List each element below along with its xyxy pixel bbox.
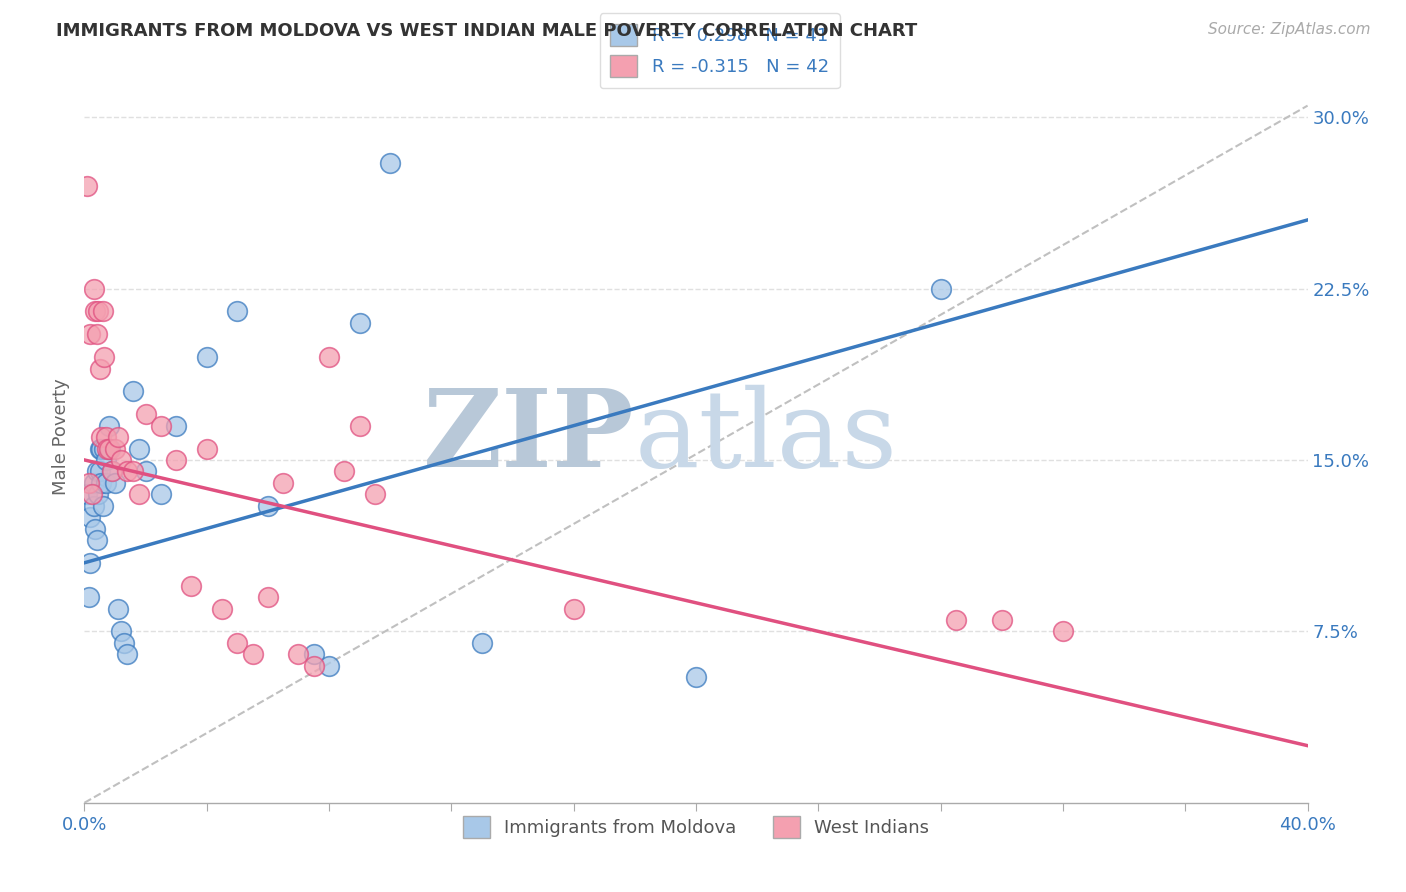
Point (94, 430, 117, 444)
Text: Source: ZipAtlas.com: Source: ZipAtlas.com (1208, 22, 1371, 37)
Point (79, 556, 101, 570)
Point (110, 624, 132, 639)
Point (135, 464, 157, 478)
Point (90, 430, 112, 444)
Point (86, 327, 108, 342)
Point (128, 442, 150, 456)
Point (77, 475, 100, 490)
Point (93, 350, 115, 364)
Point (122, 384, 145, 399)
Point (76, 178, 98, 193)
Point (94, 453, 117, 467)
Point (226, 304, 249, 318)
Point (89, 361, 111, 376)
Point (84, 521, 107, 535)
Point (104, 475, 127, 490)
Point (195, 350, 218, 364)
Point (135, 407, 157, 421)
Point (94, 475, 117, 490)
Point (110, 453, 132, 467)
Point (98, 442, 121, 456)
Point (271, 475, 294, 490)
Point (226, 636, 249, 650)
Point (333, 464, 356, 478)
Point (364, 487, 387, 501)
Point (101, 464, 124, 478)
Point (107, 430, 129, 444)
Point (257, 590, 280, 604)
Text: IMMIGRANTS FROM MOLDOVA VS WEST INDIAN MALE POVERTY CORRELATION CHART: IMMIGRANTS FROM MOLDOVA VS WEST INDIAN M… (56, 22, 918, 40)
Point (122, 464, 145, 478)
Point (945, 613, 967, 627)
Point (77, 590, 100, 604)
Point (90, 475, 112, 490)
Point (287, 647, 309, 661)
Point (90, 442, 112, 456)
Point (97, 418, 120, 433)
Point (195, 442, 218, 456)
Legend: Immigrants from Moldova, West Indians: Immigrants from Moldova, West Indians (456, 808, 936, 845)
Point (83, 281, 105, 295)
Point (93, 442, 115, 456)
Point (349, 418, 371, 433)
Point (1052, 624, 1074, 639)
Point (380, 156, 402, 170)
Point (165, 453, 187, 467)
Point (89, 464, 111, 478)
Point (104, 442, 127, 456)
Point (211, 601, 233, 615)
Point (79, 510, 101, 524)
Point (83, 499, 105, 513)
Point (302, 647, 325, 661)
Point (180, 579, 202, 593)
Point (107, 601, 129, 615)
Point (79, 327, 101, 342)
Point (128, 487, 150, 501)
Point (86, 533, 108, 547)
Point (115, 647, 138, 661)
Y-axis label: Male Poverty: Male Poverty (52, 379, 70, 495)
Point (89, 442, 111, 456)
Point (302, 658, 325, 673)
Point (257, 499, 280, 513)
Point (91, 499, 114, 513)
Point (96, 442, 118, 456)
Point (991, 613, 1014, 627)
Point (318, 658, 340, 673)
Point (97, 442, 120, 456)
Point (87, 487, 110, 501)
Point (471, 636, 494, 650)
Point (242, 647, 264, 661)
Point (87, 304, 110, 318)
Point (83, 475, 105, 490)
Text: ZIP: ZIP (423, 384, 636, 490)
Point (112, 636, 135, 650)
Point (929, 281, 952, 295)
Point (80, 487, 103, 501)
Point (149, 418, 172, 433)
Point (149, 487, 172, 501)
Text: atlas: atlas (636, 384, 898, 490)
Point (685, 670, 707, 684)
Point (76, 487, 98, 501)
Point (101, 464, 124, 478)
Point (115, 464, 138, 478)
Point (562, 601, 585, 615)
Point (318, 350, 340, 364)
Point (165, 418, 187, 433)
Point (84, 304, 107, 318)
Point (91, 304, 114, 318)
Point (86, 464, 108, 478)
Point (349, 316, 371, 330)
